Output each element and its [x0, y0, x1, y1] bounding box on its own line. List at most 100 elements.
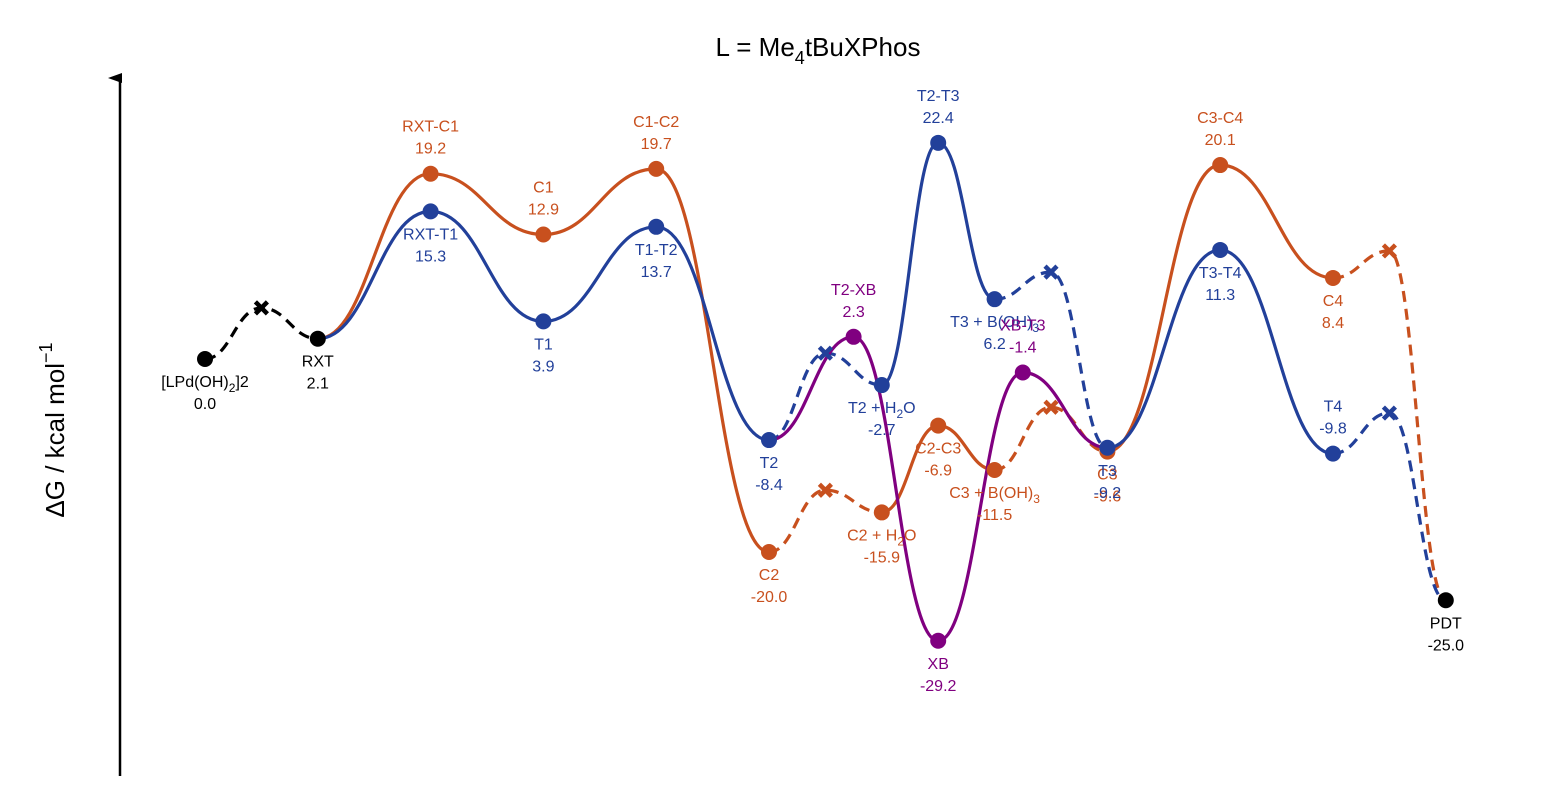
node-value-RXTT1: 15.3 [415, 248, 446, 265]
node-label-T2H2O: T2 + H2O [848, 400, 916, 421]
node-value-C2C3: -6.9 [924, 463, 952, 480]
node-label-T3BOH3: T3 + B(OH)3 [950, 314, 1039, 335]
node-value-C3: -9.6 [1094, 489, 1122, 506]
node-value-T2H2O: -2.7 [868, 422, 896, 439]
node-marker-RXTT1 [422, 203, 439, 220]
node-label-C2: C2 [759, 567, 780, 584]
node-marker-C2 [761, 544, 777, 560]
node-value-T3BOH3: 6.2 [983, 336, 1005, 353]
cross-marker-orange-2 [1043, 399, 1059, 415]
title-prefix: L = Me [716, 32, 795, 62]
node-label-T2XB: T2-XB [831, 282, 876, 299]
node-label-XBT3: XB-T3 [1000, 318, 1045, 335]
node-label-RXTC1: RXT-C1 [402, 119, 459, 136]
node-marker-XB [930, 632, 947, 649]
curve-segment-orange-6 [1332, 249, 1447, 602]
cross-marker-black-0 [253, 300, 269, 316]
node-marker-T3BOH3 [986, 291, 1003, 308]
node-marker-T1 [535, 313, 552, 330]
node-value-C2H2O: -15.9 [864, 549, 901, 566]
node-marker-C1 [535, 226, 552, 243]
node-value-L0: 0.0 [194, 396, 216, 413]
node-value-XBT3: -1.4 [1009, 340, 1037, 357]
node-value-C3BOH3: -11.5 [977, 507, 1012, 524]
node-label-C3: C3 [1097, 467, 1118, 484]
node-marker-RXT [309, 330, 326, 347]
curve-segment-orange-5 [1107, 163, 1334, 454]
curve-segment-orange-4 [994, 405, 1108, 472]
node-label-C1: C1 [533, 180, 554, 197]
node-value-RXT: 2.1 [307, 376, 329, 393]
title-subscript: 4 [795, 48, 805, 68]
node-label-PDT: PDT [1430, 615, 1462, 632]
cross-marker-blue-6 [1381, 405, 1397, 421]
curve-segment-blue-12 [1332, 411, 1447, 602]
node-value-PDT: -25.0 [1428, 637, 1465, 654]
node-marker-C3BOH3 [986, 461, 1003, 478]
cross-marker-blue-5 [1043, 264, 1059, 280]
node-label-C2H2O: C2 + H2O [847, 527, 916, 548]
y-axis-label: ΔG / kcal mol−1 [36, 342, 70, 517]
node-value-C1: 12.9 [528, 202, 559, 219]
node-marker-T2XB [845, 328, 862, 345]
node-marker-T3 [1099, 439, 1116, 456]
curve-segment-black-0 [204, 306, 318, 361]
node-label-L0: [LPd(OH)2]2 [161, 374, 249, 395]
node-label-T4: T4 [1324, 399, 1343, 416]
node-label-T1: T1 [534, 336, 553, 353]
node-label-C3C4: C3-C4 [1197, 110, 1243, 127]
node-value-T2XB: 2.3 [842, 304, 864, 321]
node-label-T2T3: T2-T3 [917, 88, 960, 105]
node-value-T3: -9.2 [1094, 485, 1122, 502]
title-suffix: tBuXPhos [805, 32, 921, 62]
node-marker-T2 [761, 432, 777, 449]
node-marker-T3T4 [1212, 241, 1229, 258]
node-value-T1: 3.9 [532, 358, 554, 375]
node-marker-T2H2O [873, 377, 890, 394]
node-value-RXTC1: 19.2 [415, 141, 446, 158]
node-label-C1C2: C1-C2 [633, 114, 679, 131]
curve-segment-orange-2 [768, 488, 882, 554]
node-label-C2C3: C2-C3 [915, 441, 961, 458]
node-marker-C1C2 [648, 160, 665, 177]
node-marker-C2C3 [930, 417, 947, 434]
node-marker-PDT [1437, 592, 1454, 609]
node-label-RXT: RXT [302, 354, 334, 371]
node-marker-C3C4 [1212, 157, 1229, 174]
cross-marker-blue-4 [817, 345, 833, 361]
node-value-T2T3: 22.4 [923, 110, 954, 127]
node-label-C3BOH3: C3 + B(OH)3 [949, 485, 1040, 506]
node-value-C3C4: 20.1 [1205, 132, 1236, 149]
node-value-C4: 8.4 [1322, 315, 1344, 332]
chart-title: L = Me4tBuXPhos [716, 32, 921, 68]
node-label-T3: T3 [1098, 463, 1117, 480]
node-value-T3T4: 11.3 [1205, 287, 1235, 304]
node-value-C2: -20.0 [751, 589, 788, 606]
curve-segment-blue-10 [994, 270, 1108, 450]
node-marker-C2H2O [873, 504, 890, 521]
node-label-T1T2: T1-T2 [635, 242, 678, 259]
node-marker-T1T2 [648, 218, 665, 235]
node-marker-XBT3 [1014, 364, 1031, 381]
cross-marker-orange-3 [1381, 243, 1397, 259]
node-label-T3T4: T3-T4 [1199, 265, 1242, 282]
node-label-XB: XB [928, 656, 949, 673]
node-value-T4: -9.8 [1319, 421, 1347, 438]
curve-segment-blue-8 [768, 351, 882, 442]
node-marker-C4 [1325, 269, 1341, 286]
node-value-T2: -8.4 [755, 477, 783, 494]
curve-segment-purple-13 [768, 335, 1108, 643]
node-marker-RXTC1 [422, 165, 439, 182]
node-marker-T2T3 [930, 134, 947, 151]
node-label-RXTT1: RXT-T1 [403, 226, 458, 243]
node-label-C4: C4 [1323, 293, 1344, 310]
node-label-T2: T2 [760, 455, 779, 472]
node-marker-L0 [197, 351, 213, 367]
node-value-T1T2: 13.7 [641, 264, 672, 281]
node-value-C1C2: 19.7 [641, 136, 672, 153]
node-marker-T4 [1325, 445, 1341, 462]
node-value-XB: -29.2 [920, 678, 957, 695]
curve-segment-blue-9 [881, 141, 996, 387]
cross-marker-orange-1 [817, 482, 833, 498]
